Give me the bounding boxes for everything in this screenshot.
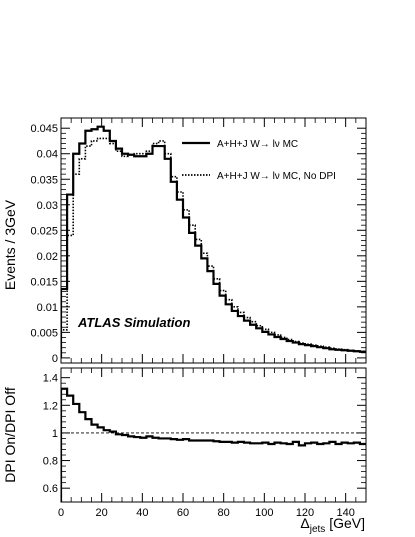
ratio-y-tick-label: 0.6 <box>43 483 58 495</box>
ratio-y-tick-label: 0.8 <box>43 456 58 468</box>
main-y-tick-label: 0.01 <box>37 302 58 314</box>
legend: A+H+J W→ lν MC A+H+J W→ lν MC, No DPI <box>182 139 336 182</box>
ratio-series-group <box>61 387 366 502</box>
ratio-x-tick-label: 20 <box>96 507 108 519</box>
ratio-plot-frame <box>60 367 367 503</box>
main-y-axis-title: Events / 3GeV <box>2 199 18 290</box>
main-y-ticks: 0 0.005 0.01 0.015 0.02 0.025 0.03 0.035 0.04 0.0… <box>30 123 366 365</box>
ratio-x-tick-label: 60 <box>177 507 189 519</box>
atlas-simulation-label: ATLAS Simulation <box>77 315 190 330</box>
main-series-group <box>61 125 366 358</box>
x-axis-title: Δjets [GeV] <box>300 515 365 535</box>
ratio-y-tick-label: 1.2 <box>43 400 58 412</box>
main-y-tick-label: 0.045 <box>30 123 58 135</box>
main-y-tick-label: 0.015 <box>30 276 58 288</box>
main-y-tick-label: 0 <box>52 353 58 365</box>
ratio-x-tick-label: 140 <box>336 507 354 519</box>
main-plot-panel: 0 0.005 0.01 0.015 0.02 0.025 0.03 0.035 0.04 0.0… <box>2 117 367 365</box>
ratio-x-ticks: 0 20 40 60 80 100 120 140 <box>58 368 367 519</box>
main-y-tick-label: 0.02 <box>37 251 58 263</box>
legend-label-dotted: A+H+J W→ lν MC, No DPI <box>217 171 336 182</box>
ratio-x-tick-label: 0 <box>58 507 64 519</box>
ratio-y-ticks: 0.6 0.8 1 1.2 1.4 <box>43 373 366 495</box>
x-axis-title-sub: jets <box>309 524 326 535</box>
ratio-series-nominal-line <box>61 387 366 502</box>
main-y-tick-label: 0.025 <box>30 225 58 237</box>
main-y-tick-label: 0.04 <box>37 149 58 161</box>
main-y-tick-label: 0.005 <box>30 327 58 339</box>
main-y-tick-label: 0.035 <box>30 174 58 186</box>
legend-label-solid: A+H+J W→ lν MC <box>217 139 298 150</box>
ratio-x-tick-label: 120 <box>296 507 314 519</box>
ratio-x-tick-label: 100 <box>255 507 273 519</box>
ratio-y-tick-label: 1 <box>52 428 58 440</box>
main-x-ticks <box>60 118 367 363</box>
ratio-y-axis-title: DPI On/DPI Off <box>2 387 18 483</box>
x-axis-title-main: Δ <box>300 515 309 531</box>
ratio-x-tick-label: 80 <box>218 507 230 519</box>
ratio-y-tick-label: 1.4 <box>43 373 58 385</box>
x-axis-title-unit: [GeV] <box>325 515 365 531</box>
ratio-plot-panel: 0.6 0.8 1 1.2 1.4 0 20 40 60 80 100 120 140 DPI On/… <box>2 367 367 535</box>
ratio-x-tick-label: 40 <box>136 507 148 519</box>
main-series-nominal-line <box>61 125 366 358</box>
main-y-tick-label: 0.03 <box>37 200 58 212</box>
